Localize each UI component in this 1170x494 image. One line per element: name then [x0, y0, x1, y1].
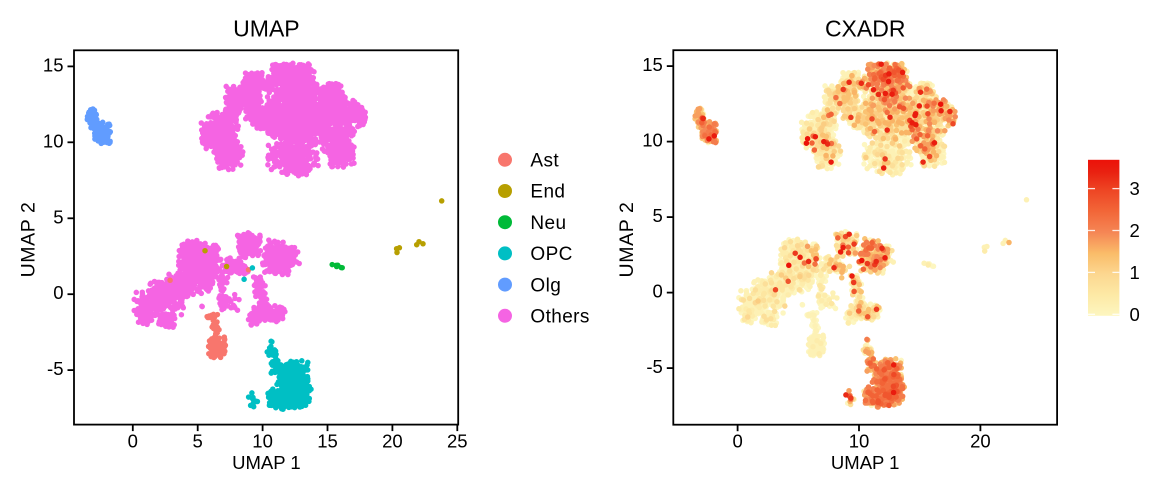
svg-text:Ast: Ast: [530, 151, 559, 172]
svg-text:Others: Others: [530, 307, 589, 328]
svg-text:10: 10: [849, 430, 870, 451]
svg-text:End: End: [530, 182, 565, 203]
svg-text:Olg: Olg: [530, 275, 561, 296]
svg-text:0: 0: [732, 430, 742, 451]
svg-text:CXADR: CXADR: [825, 16, 906, 42]
svg-text:15: 15: [317, 430, 338, 451]
svg-text:5: 5: [653, 205, 663, 226]
svg-text:0: 0: [653, 281, 663, 302]
svg-text:10: 10: [252, 430, 273, 451]
svg-text:UMAP: UMAP: [233, 16, 299, 42]
svg-text:UMAP 1: UMAP 1: [232, 452, 301, 473]
svg-text:5: 5: [193, 430, 203, 451]
svg-text:5: 5: [53, 206, 63, 227]
svg-text:10: 10: [642, 130, 663, 151]
svg-text:Neu: Neu: [530, 213, 566, 234]
svg-text:UMAP 1: UMAP 1: [831, 452, 900, 473]
svg-text:15: 15: [642, 54, 663, 75]
svg-text:10: 10: [43, 130, 64, 151]
svg-text:20: 20: [382, 430, 403, 451]
svg-text:3: 3: [1130, 178, 1140, 199]
svg-text:0: 0: [128, 430, 138, 451]
svg-text:0: 0: [53, 282, 63, 303]
svg-text:UMAP 2: UMAP 2: [17, 202, 39, 278]
svg-text:15: 15: [43, 54, 64, 75]
svg-text:-5: -5: [47, 358, 63, 379]
svg-text:2: 2: [1130, 220, 1140, 241]
svg-text:UMAP 2: UMAP 2: [616, 202, 638, 278]
svg-text:0: 0: [1130, 304, 1140, 325]
svg-text:OPC: OPC: [530, 244, 572, 265]
svg-text:20: 20: [970, 430, 991, 451]
svg-text:1: 1: [1130, 262, 1140, 283]
svg-text:25: 25: [447, 430, 468, 451]
svg-text:-5: -5: [646, 356, 662, 377]
